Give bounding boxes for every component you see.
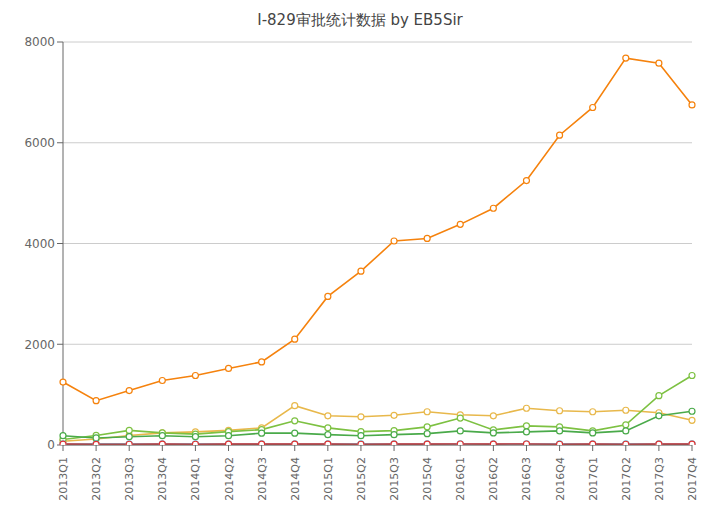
svg-text:2013Q2: 2013Q2 xyxy=(90,457,103,501)
svg-text:2014Q4: 2014Q4 xyxy=(289,457,302,501)
svg-text:2015Q3: 2015Q3 xyxy=(388,457,401,501)
svg-text:2015Q4: 2015Q4 xyxy=(421,457,434,501)
svg-text:2013Q1: 2013Q1 xyxy=(57,457,70,501)
svg-text:0: 0 xyxy=(47,438,55,452)
svg-text:2017Q1: 2017Q1 xyxy=(587,457,600,501)
svg-text:2016Q3: 2016Q3 xyxy=(520,457,533,501)
svg-text:2015Q1: 2015Q1 xyxy=(322,457,335,501)
svg-text:2016Q1: 2016Q1 xyxy=(454,457,467,501)
svg-text:4000: 4000 xyxy=(24,237,55,251)
svg-text:2014Q2: 2014Q2 xyxy=(223,457,236,501)
svg-text:2014Q1: 2014Q1 xyxy=(189,457,202,501)
svg-text:2015Q2: 2015Q2 xyxy=(355,457,368,501)
html-text:I-829审批统计数据 by EB5Sir: I-829审批统计数据 by EB5Sir xyxy=(257,11,463,29)
svg-text:6000: 6000 xyxy=(24,136,55,150)
svg-text:8000: 8000 xyxy=(24,35,55,49)
svg-text:2013Q4: 2013Q4 xyxy=(156,457,169,501)
svg-text:2016Q4: 2016Q4 xyxy=(554,457,567,501)
svg-text:2017Q4: 2017Q4 xyxy=(686,457,699,501)
svg-text:2017Q3: 2017Q3 xyxy=(653,457,666,501)
svg-text:2014Q3: 2014Q3 xyxy=(256,457,269,501)
svg-text:2000: 2000 xyxy=(24,338,55,352)
svg-text:2013Q3: 2013Q3 xyxy=(123,457,136,501)
svg-text:2016Q2: 2016Q2 xyxy=(487,457,500,501)
svg-text:2017Q2: 2017Q2 xyxy=(620,457,633,501)
